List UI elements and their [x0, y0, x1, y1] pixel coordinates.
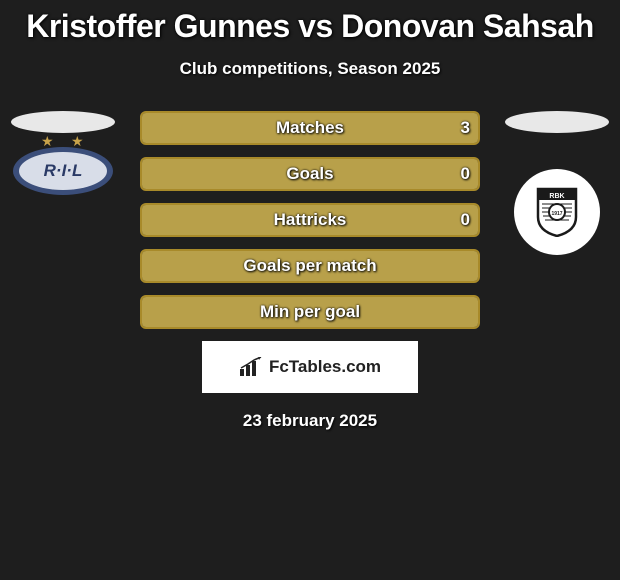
svg-text:1917: 1917 [551, 211, 562, 217]
stat-bar-row: Goals0 [140, 157, 480, 191]
stat-bar-row: Hattricks0 [140, 203, 480, 237]
right-player-col: RBK 1917 [502, 111, 612, 255]
subtitle: Club competitions, Season 2025 [0, 59, 620, 79]
stat-bar-row: Min per goal [140, 295, 480, 329]
bar-label: Matches [140, 111, 480, 145]
left-club-badge: ★ ★ R·I·L [13, 147, 113, 195]
left-player-photo-placeholder [11, 111, 115, 133]
date-text: 23 february 2025 [0, 411, 620, 431]
shield-icon: RBK 1917 [534, 187, 580, 237]
stat-bar-row: Goals per match [140, 249, 480, 283]
stat-bars: Matches3Goals0Hattricks0Goals per matchM… [140, 111, 480, 329]
left-player-col: ★ ★ R·I·L [8, 111, 118, 195]
bar-value: 3 [461, 111, 470, 145]
right-player-photo-placeholder [505, 111, 609, 133]
bar-value: 0 [461, 203, 470, 237]
page-title: Kristoffer Gunnes vs Donovan Sahsah [0, 0, 620, 45]
bar-value: 0 [461, 157, 470, 191]
fctables-logo: FcTables.com [202, 341, 418, 393]
bar-label: Min per goal [140, 295, 480, 329]
chart-icon [239, 357, 265, 377]
bar-label: Goals per match [140, 249, 480, 283]
right-club-badge: RBK 1917 [514, 169, 600, 255]
right-badge-text: RBK [549, 193, 564, 200]
bar-label: Goals [140, 157, 480, 191]
comparison-content: ★ ★ R·I·L RBK [0, 111, 620, 329]
stat-bar-row: Matches3 [140, 111, 480, 145]
badge-inner: R·I·L [19, 152, 107, 190]
logo-text: FcTables.com [269, 357, 381, 377]
left-badge-text: R·I·L [44, 161, 83, 181]
bar-label: Hattricks [140, 203, 480, 237]
